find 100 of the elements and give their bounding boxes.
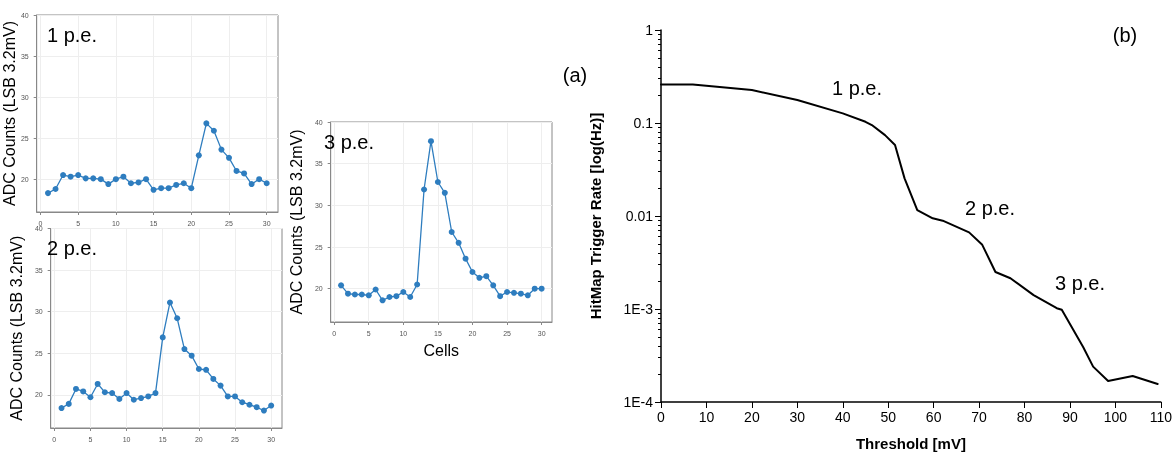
point (497, 293, 504, 300)
point (135, 179, 142, 186)
point (469, 269, 476, 275)
y-tick-label: 1 (645, 22, 654, 38)
point (517, 290, 524, 297)
point (127, 180, 134, 187)
y-tick-label: 1E-4 (623, 394, 654, 410)
annotation: 3 p.e. (1054, 272, 1106, 294)
annotation: 1 p.e. (831, 77, 883, 99)
point (427, 138, 434, 145)
point (130, 396, 137, 403)
point (145, 393, 152, 400)
point (239, 399, 246, 406)
point (538, 285, 545, 292)
point (123, 390, 130, 397)
x-tick-label: 40 (834, 409, 851, 425)
point (241, 170, 248, 177)
y-tick-label: 0.01 (625, 208, 654, 224)
point (218, 146, 225, 153)
point (246, 401, 253, 408)
point (112, 176, 119, 183)
y-tick-label: 0.1 (633, 115, 654, 131)
point (268, 402, 275, 409)
point (448, 229, 455, 235)
x-tick-label: 0 (657, 409, 666, 425)
point (421, 186, 428, 193)
point (150, 186, 157, 193)
chart-title: 1 p.e. (47, 24, 98, 46)
point (188, 352, 195, 359)
point (210, 127, 217, 134)
point (166, 299, 173, 306)
point (101, 389, 108, 396)
point (455, 239, 462, 246)
point (143, 176, 150, 183)
point (217, 382, 224, 389)
chart-title: 3 p.e. (324, 131, 375, 153)
point (531, 285, 538, 292)
point (159, 334, 166, 341)
point (120, 173, 127, 180)
point (210, 375, 217, 382)
y-axis-title: ADC Counts (LSB 3.2mV) (0, 21, 18, 206)
point (441, 189, 448, 196)
x-tick-label: 10 (698, 409, 715, 425)
point (365, 292, 372, 299)
point (233, 167, 240, 174)
point (393, 293, 400, 300)
point (52, 186, 59, 193)
point (180, 180, 187, 187)
point (483, 273, 490, 280)
point (116, 395, 123, 402)
x-tick-label: 100 (1103, 409, 1128, 425)
x-axis-title: Cells (423, 341, 460, 359)
point (65, 400, 72, 407)
point (256, 176, 263, 183)
point (67, 173, 74, 180)
point (253, 404, 260, 411)
x-tick-label: 50 (880, 409, 897, 425)
point (90, 175, 97, 182)
point (225, 154, 232, 161)
point (504, 289, 511, 295)
point (181, 346, 188, 353)
point (80, 388, 87, 395)
point (524, 292, 531, 299)
x-tick-label: 80 (1016, 409, 1033, 425)
y-axis-title: HitMap Trigger Rate [log(Hz)] (587, 112, 604, 320)
point (260, 407, 267, 414)
point (203, 366, 210, 373)
point (379, 297, 386, 304)
point (75, 172, 82, 179)
point (372, 286, 379, 293)
point (97, 176, 104, 183)
point (173, 181, 180, 188)
text: (a) (562, 64, 588, 86)
point (434, 179, 441, 185)
point (87, 394, 94, 401)
x-tick-label: 60 (925, 409, 942, 425)
point (45, 190, 51, 197)
point (224, 393, 231, 400)
point (165, 185, 172, 192)
point (72, 385, 79, 392)
annotation: 2 p.e. (964, 197, 1016, 219)
point (158, 185, 165, 192)
point (510, 289, 517, 296)
point (490, 282, 497, 289)
x-tick-label: 20 (744, 409, 760, 425)
point (232, 393, 239, 400)
point (414, 281, 421, 288)
point (400, 289, 407, 295)
point (476, 274, 483, 281)
point (263, 180, 270, 187)
point (58, 405, 65, 412)
chart-title: 2 p.e. (47, 237, 98, 259)
point (386, 294, 393, 300)
point (174, 315, 181, 322)
point (188, 185, 195, 192)
point (195, 365, 202, 372)
point (82, 175, 89, 182)
y-tick-label: 1E-3 (623, 301, 654, 317)
x-axis-title: Threshold [mV] (855, 435, 966, 452)
x-tick-label: 30 (789, 409, 806, 425)
